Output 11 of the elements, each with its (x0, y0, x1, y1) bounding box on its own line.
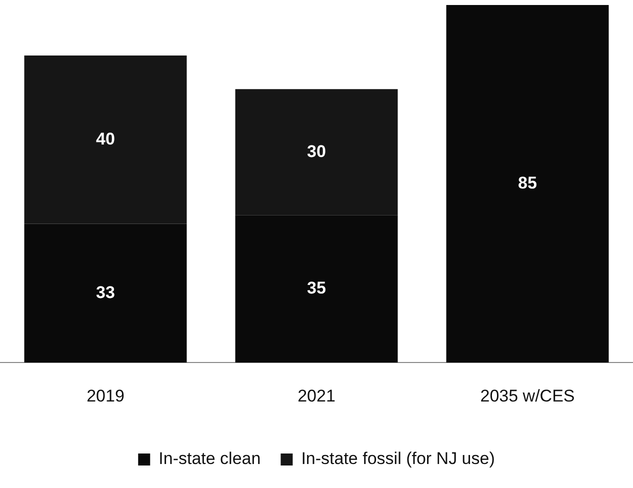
data-label: 35 (307, 278, 326, 298)
legend-label: In-state fossil (for NJ use) (301, 449, 495, 468)
data-label: 40 (96, 129, 115, 148)
data-label: 85 (518, 173, 537, 192)
data-label: 30 (307, 142, 326, 161)
bar (446, 5, 609, 363)
x-tick-label: 2021 (298, 386, 336, 406)
data-label: 33 (96, 282, 115, 302)
x-tick-label: 2035 w/CES (480, 386, 575, 406)
legend-label: In-state clean (158, 449, 261, 468)
x-tick-label: 2019 (86, 386, 124, 406)
